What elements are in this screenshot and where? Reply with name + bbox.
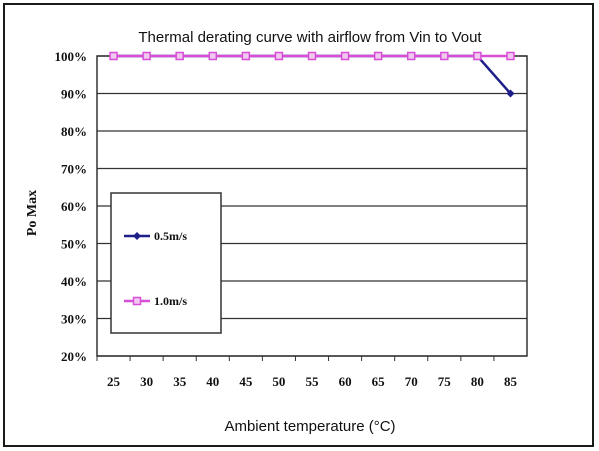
data-point xyxy=(506,51,515,61)
legend: 0.5m/s 1.0m/s xyxy=(110,192,222,334)
data-point xyxy=(274,51,284,61)
y-tick-label: 100% xyxy=(55,49,88,64)
series-layer xyxy=(109,51,515,98)
legend-marker xyxy=(132,296,142,306)
y-tick-label: 90% xyxy=(61,87,87,102)
data-point xyxy=(208,51,218,61)
data-point xyxy=(175,51,184,61)
x-axis-label: Ambient temperature (°C) xyxy=(224,418,395,435)
data-point xyxy=(142,51,151,61)
y-tick-label: 40% xyxy=(61,274,87,289)
x-tick-labels: 25 30 35 40 45 50 55 60 65 70 75 80 85 xyxy=(96,356,518,389)
legend-marker xyxy=(133,232,141,240)
y-tick-labels: 20% 30% 40% 50% 60% 70% 80% 90% 100% xyxy=(55,49,88,364)
y-tick-label: 60% xyxy=(61,199,87,214)
data-point xyxy=(109,51,118,61)
data-point xyxy=(241,51,251,61)
legend-box xyxy=(110,192,222,334)
data-point xyxy=(506,89,515,98)
x-tick-label: 55 xyxy=(306,374,320,389)
legend-label: 1.0m/s xyxy=(154,294,187,308)
x-tick-label: 75 xyxy=(438,374,452,389)
y-tick-label: 80% xyxy=(61,124,87,139)
data-point xyxy=(473,51,482,61)
x-tick-label: 70 xyxy=(405,374,418,389)
y-tick-label: 30% xyxy=(61,312,87,327)
legend-items: 0.5m/s 1.0m/s xyxy=(124,229,187,308)
data-point xyxy=(406,51,416,61)
y-axis-label: Po Max xyxy=(25,190,40,236)
x-tick-label: 45 xyxy=(239,374,253,389)
y-tick-label: 50% xyxy=(61,237,87,252)
x-tick-label: 80 xyxy=(471,374,484,389)
legend-label: 0.5m/s xyxy=(154,229,187,243)
data-point xyxy=(440,51,449,61)
y-tick-label: 20% xyxy=(61,349,87,364)
chart-title: Thermal derating curve with airflow from… xyxy=(138,29,482,46)
x-tick-label: 30 xyxy=(140,374,153,389)
x-tick-label: 50 xyxy=(272,374,285,389)
x-tick-label: 85 xyxy=(504,374,518,389)
x-tick-label: 60 xyxy=(339,374,352,389)
data-point xyxy=(340,51,350,61)
y-tick-label: 70% xyxy=(61,162,87,177)
x-tick-label: 25 xyxy=(107,374,121,389)
x-tick-label: 35 xyxy=(173,374,187,389)
data-point xyxy=(373,51,383,61)
data-point xyxy=(307,51,317,61)
x-tick-label: 40 xyxy=(206,374,219,389)
x-tick-label: 65 xyxy=(372,374,386,389)
